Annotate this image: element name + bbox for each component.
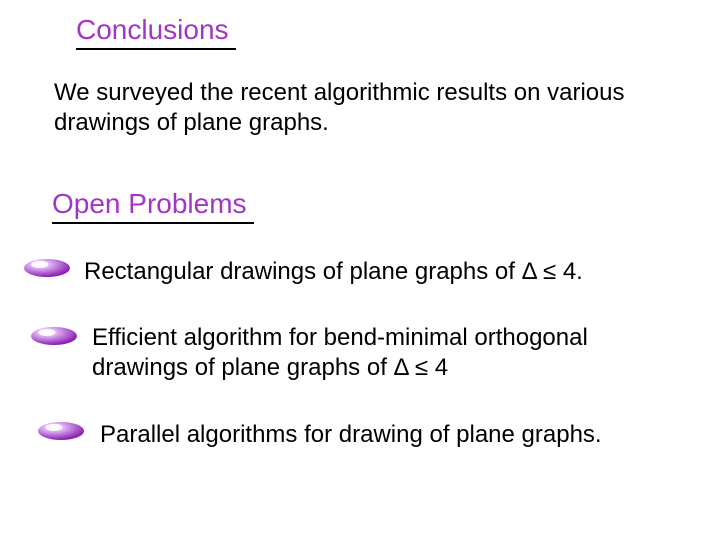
open-problem-1: Rectangular drawings of plane graphs of … <box>84 257 684 287</box>
ellipse-bullet-icon <box>37 421 85 441</box>
open-problem-2: Efficient algorithm for bend-minimal ort… <box>92 323 652 383</box>
heading-open-problems: Open Problems <box>52 188 254 224</box>
ellipse-bullet-icon <box>30 326 78 346</box>
slide: Conclusions We surveyed the recent algor… <box>0 0 720 540</box>
ellipse-bullet-icon <box>23 258 71 278</box>
open-problem-3: Parallel algorithms for drawing of plane… <box>100 420 680 450</box>
heading-open-problems-text: Open Problems <box>52 188 247 219</box>
heading-conclusions-underline <box>76 48 236 50</box>
heading-conclusions-text: Conclusions <box>76 14 229 45</box>
paragraph-survey: We surveyed the recent algorithmic resul… <box>54 78 664 138</box>
heading-open-problems-underline <box>52 222 254 224</box>
heading-conclusions: Conclusions <box>76 14 236 50</box>
